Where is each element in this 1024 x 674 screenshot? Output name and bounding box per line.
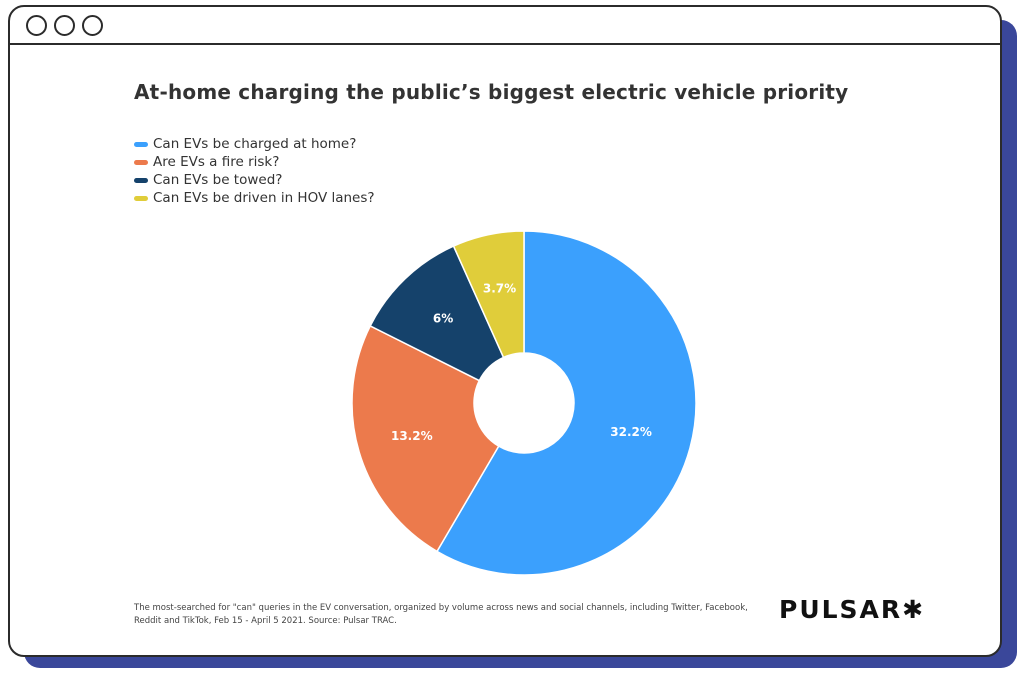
legend-label: Can EVs be driven in HOV lanes?: [153, 190, 375, 206]
legend-swatch: [134, 195, 148, 201]
window-dot-icon: [54, 15, 75, 36]
legend-swatch: [134, 159, 148, 165]
legend-label: Are EVs a fire risk?: [153, 154, 280, 170]
slice-label: 6%: [433, 312, 453, 326]
window-titlebar: [10, 7, 1000, 45]
footnote: The most-searched for "can" queries in t…: [134, 603, 748, 626]
legend-item: Can EVs be towed?: [134, 171, 375, 189]
pulsar-logo: PULSAR✱: [779, 595, 926, 624]
legend-item: Are EVs a fire risk?: [134, 153, 375, 171]
legend-swatch: [134, 141, 148, 147]
donut-slice: [435, 230, 697, 576]
chart-title: At-home charging the public’s biggest el…: [134, 80, 849, 104]
window-dot-icon: [82, 15, 103, 36]
slice-label: 3.7%: [483, 282, 516, 296]
legend-label: Can EVs be charged at home?: [153, 136, 357, 152]
legend-item: Can EVs be driven in HOV lanes?: [134, 189, 375, 207]
donut-slice: [351, 324, 500, 553]
slice-label: 13.2%: [391, 429, 433, 443]
window-dot-icon: [26, 15, 47, 36]
legend-item: Can EVs be charged at home?: [134, 135, 375, 153]
donut-slice: [369, 245, 505, 382]
legend: Can EVs be charged at home? Are EVs a fi…: [134, 135, 375, 207]
legend-label: Can EVs be towed?: [153, 172, 283, 188]
donut-slice: [452, 230, 525, 359]
legend-swatch: [134, 177, 148, 183]
slice-label: 32.2%: [610, 425, 652, 439]
